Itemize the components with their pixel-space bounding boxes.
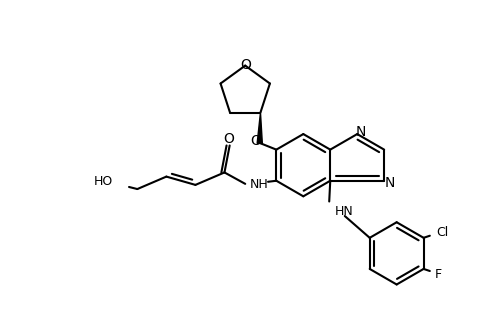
Polygon shape [257,113,263,143]
Text: O: O [223,132,234,146]
Text: NH: NH [249,178,268,191]
Text: HN: HN [335,205,353,218]
Text: F: F [435,268,442,281]
Text: HO: HO [94,175,113,188]
Text: Cl: Cl [436,226,448,239]
Text: O: O [250,134,261,148]
Text: N: N [384,176,395,190]
Text: N: N [355,125,365,139]
Text: O: O [240,58,251,72]
